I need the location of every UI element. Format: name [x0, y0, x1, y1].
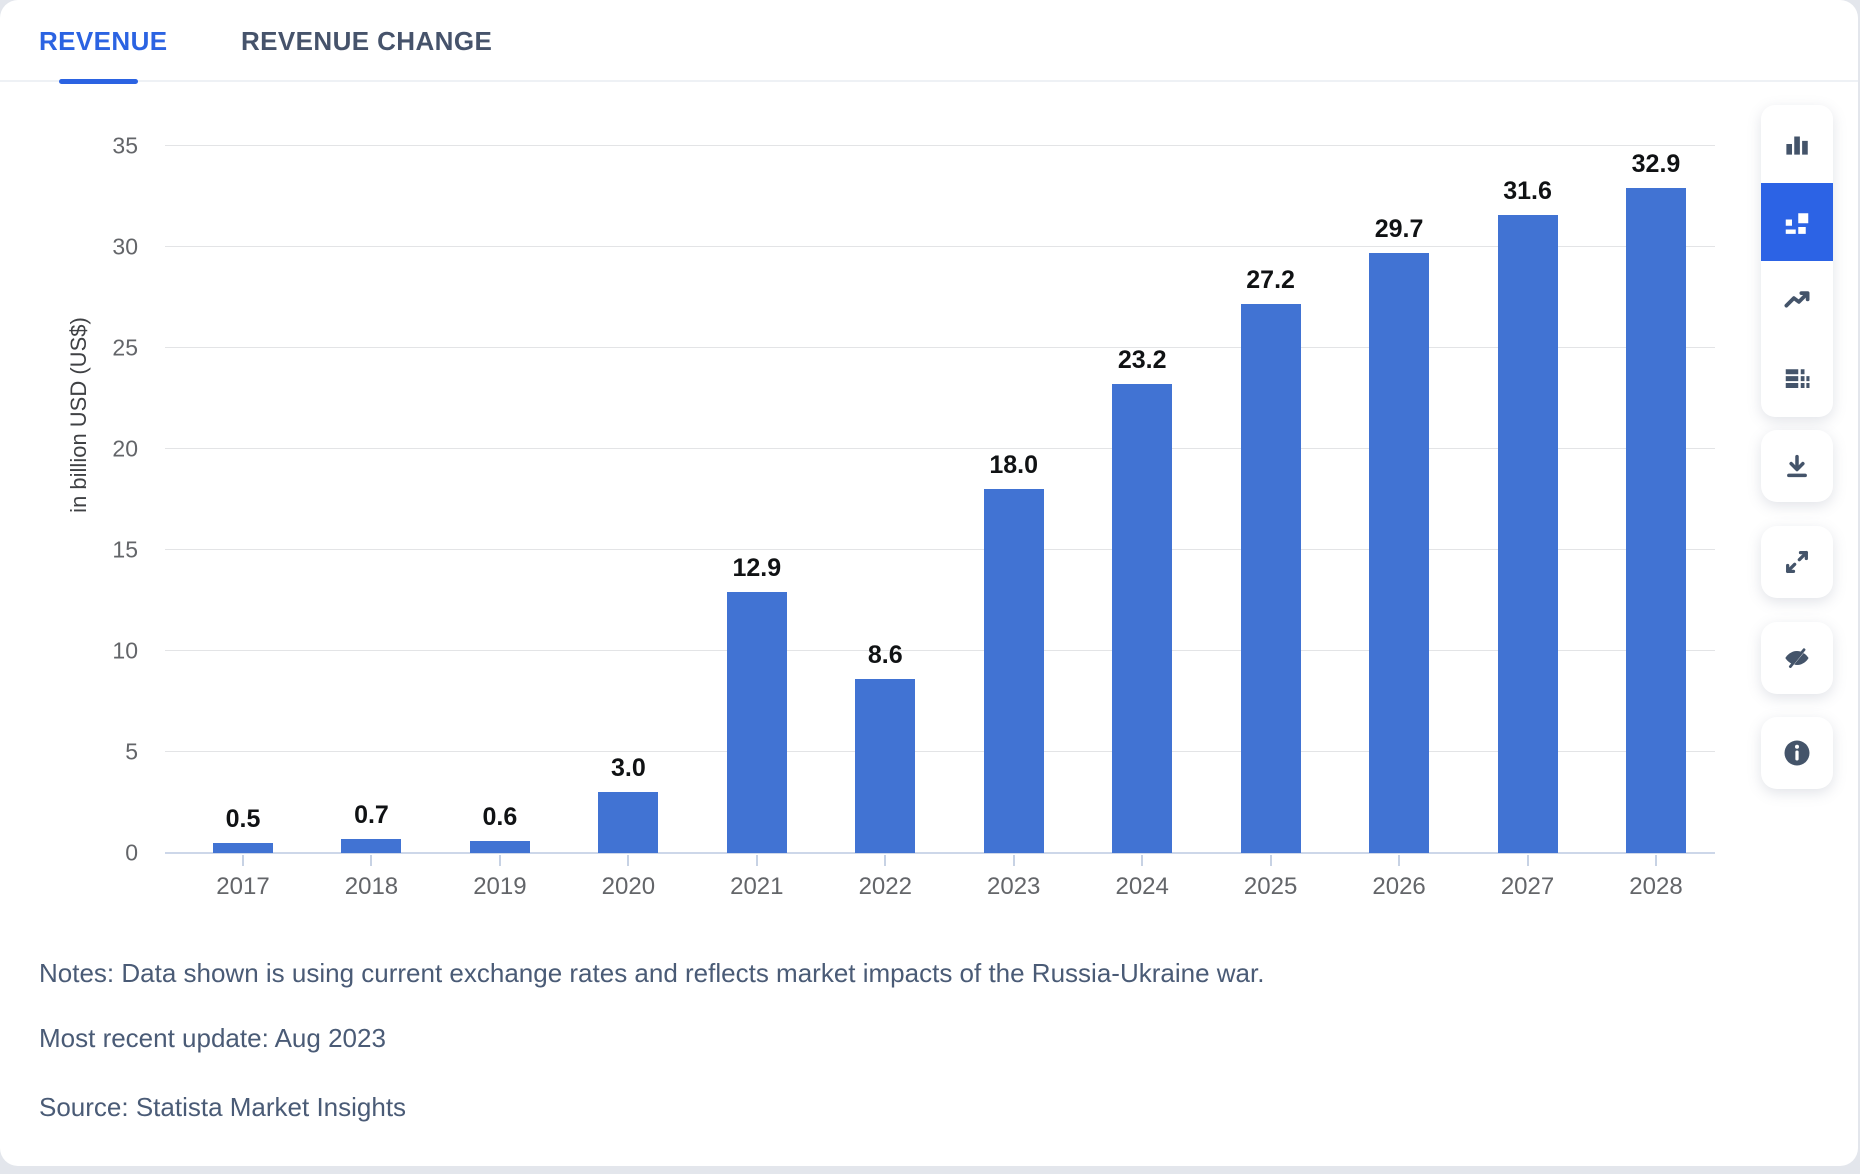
bar-value-label-2026: 29.7 [1374, 215, 1424, 244]
bar-value-label-2021: 12.9 [732, 554, 782, 583]
x-tick-mark-2024 [1141, 855, 1144, 866]
x-tick-mark-2020 [627, 855, 630, 866]
y-tick-label-0: 0 [125, 839, 138, 866]
y-tick-label-25: 25 [112, 334, 138, 361]
x-tick-mark-2021 [755, 855, 758, 866]
bar-2017[interactable] [213, 842, 273, 853]
gridline-y-25 [165, 347, 1715, 348]
bar-2027[interactable] [1497, 214, 1558, 853]
mixed-chart-type-button[interactable] [1761, 183, 1833, 261]
tab-bar: REVENUE REVENUE CHANGE [0, 0, 1858, 84]
fullscreen-button[interactable] [1761, 526, 1833, 598]
chart-type-switcher [1761, 105, 1833, 417]
x-tick-label-2018: 2018 [344, 873, 399, 900]
update-text: Most recent update: Aug 2023 [39, 1023, 386, 1053]
bar-2019[interactable] [469, 840, 530, 853]
x-tick-mark-2022 [884, 855, 887, 866]
bar-value-label-2020: 3.0 [610, 754, 646, 783]
x-tick-label-2025: 2025 [1243, 873, 1298, 900]
tab-revenue-change-label: REVENUE CHANGE [241, 25, 493, 56]
x-tick-mark-2027 [1526, 855, 1529, 866]
bar-chart-type-button[interactable] [1761, 105, 1833, 183]
x-tick-label-2027: 2027 [1500, 873, 1555, 900]
fullscreen-icon [1786, 551, 1808, 573]
x-tick-label-2017: 2017 [216, 873, 270, 900]
plot-area: 0 5 10 15 20 25 30 35 0.5 2017 0.7 2018 0.6 2019 3.0 20… [112, 133, 1715, 900]
gridline-y-35 [165, 145, 1715, 146]
tab-revenue-label: REVENUE [39, 25, 168, 56]
hide-eye-off-icon [1785, 648, 1809, 668]
x-tick-mark-2019 [498, 855, 501, 866]
x-tick-label-2022: 2022 [858, 873, 912, 900]
bar-chart-icon [1786, 136, 1808, 155]
x-tick-label-2021: 2021 [730, 873, 784, 900]
x-tick-mark-2025 [1269, 855, 1272, 866]
bar-2018[interactable] [341, 838, 402, 853]
gridline-y-15 [165, 549, 1715, 550]
bar-value-label-2017: 0.5 [225, 804, 261, 833]
bar-2025[interactable] [1240, 303, 1301, 853]
info-button[interactable] [1761, 717, 1833, 789]
y-tick-label-5: 5 [125, 738, 138, 765]
active-tab-underline [59, 79, 138, 84]
line-chart-type-button[interactable] [1761, 261, 1833, 339]
bar-2022[interactable] [855, 679, 916, 853]
x-axis-line [165, 852, 1715, 854]
x-tick-label-2024: 2024 [1115, 873, 1169, 900]
notes-text: Notes: Data shown is using current excha… [39, 958, 1265, 988]
table-view-icon [1785, 369, 1810, 388]
source-text: Source: Statista Market Insights [39, 1092, 407, 1122]
download-icon [1787, 454, 1807, 478]
x-tick-mark-2018 [370, 855, 373, 866]
bar-value-label-2028: 32.9 [1631, 150, 1681, 179]
info-icon [1784, 740, 1810, 766]
bar-value-label-2022: 8.6 [867, 641, 903, 670]
bar-2028[interactable] [1626, 188, 1686, 853]
bar-2024[interactable] [1112, 384, 1173, 853]
gridline-y-10 [165, 650, 1715, 651]
bar-value-label-2023: 18.0 [989, 451, 1039, 480]
bar-value-label-2027: 31.6 [1503, 176, 1552, 205]
gridline-y-5 [165, 751, 1715, 752]
tab-revenue[interactable]: REVENUE [39, 0, 168, 82]
x-tick-label-2020: 2020 [601, 873, 656, 900]
x-tick-label-2019: 2019 [473, 873, 527, 900]
bar-value-label-2018: 0.7 [354, 800, 389, 829]
bar-2023[interactable] [983, 489, 1044, 853]
x-tick-label-2028: 2028 [1629, 873, 1683, 900]
mixed-chart-icon [1785, 213, 1809, 234]
download-button[interactable] [1761, 430, 1833, 502]
x-tick-mark-2026 [1398, 855, 1401, 866]
y-tick-label-20: 20 [112, 435, 138, 462]
y-tick-label-10: 10 [112, 637, 138, 664]
gridline-y-20 [165, 448, 1715, 449]
table-view-button[interactable] [1761, 339, 1833, 417]
x-tick-label-2026: 2026 [1372, 873, 1426, 900]
bar-2021[interactable] [726, 592, 787, 853]
y-tick-label-35: 35 [112, 132, 138, 159]
x-tick-mark-2028 [1655, 855, 1657, 866]
y-tick-label-15: 15 [112, 536, 138, 563]
bar-2020[interactable] [598, 792, 659, 853]
gridline-y-30 [165, 246, 1715, 247]
bar-value-label-2024: 23.2 [1117, 346, 1167, 375]
line-chart-icon [1784, 291, 1810, 308]
tab-revenue-change[interactable]: REVENUE CHANGE [241, 0, 492, 82]
bar-value-label-2019: 0.6 [482, 802, 518, 831]
x-tick-mark-2017 [242, 855, 244, 866]
bar-value-label-2025: 27.2 [1246, 265, 1295, 294]
y-tick-label-30: 30 [112, 233, 138, 260]
x-tick-mark-2023 [1012, 855, 1015, 866]
bar-2026[interactable] [1369, 253, 1430, 853]
x-tick-label-2023: 2023 [987, 873, 1041, 900]
hide-button[interactable] [1761, 622, 1833, 694]
